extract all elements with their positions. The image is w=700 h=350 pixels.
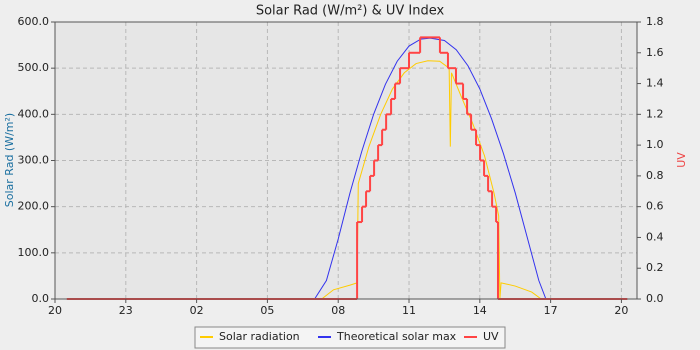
legend <box>194 326 506 349</box>
y-tick-label: 100.0 <box>18 246 50 259</box>
y-tick-label: 500.0 <box>18 61 50 74</box>
y2-tick-label: 0.2 <box>646 261 664 274</box>
y2-tick-label: 0.4 <box>646 230 664 243</box>
legend-label: Solar radiation <box>219 330 300 343</box>
x-tick-label: 02 <box>190 304 204 317</box>
y-tick-label: 600.0 <box>18 15 50 28</box>
legend-label: Theoretical solar max <box>336 330 457 343</box>
x-tick-label: 23 <box>119 304 133 317</box>
y-tick-label: 0.0 <box>32 292 50 305</box>
y2-axis-label: UV <box>675 152 688 168</box>
y2-tick-label: 0.6 <box>646 200 664 213</box>
x-tick-label: 14 <box>473 304 487 317</box>
y2-tick-label: 0.0 <box>646 292 664 305</box>
y2-tick-label: 1.0 <box>646 138 664 151</box>
y-axis-label: Solar Rad (W/m²) <box>3 113 16 207</box>
x-tick-label: 05 <box>260 304 274 317</box>
x-tick-label: 20 <box>48 304 62 317</box>
y2-tick-label: 0.8 <box>646 169 664 182</box>
y-tick-label: 400.0 <box>18 107 50 120</box>
y-tick-label: 200.0 <box>18 200 50 213</box>
y-tick-label: 300.0 <box>18 154 50 167</box>
labels: 20 23 02 05 08 11 14 17 200.0100.0200.0300.0400.… <box>18 15 664 343</box>
x-tick-label: 17 <box>544 304 558 317</box>
x-tick-label: 20 <box>614 304 628 317</box>
y2-tick-label: 1.8 <box>646 15 664 28</box>
x-tick-label: 08 <box>331 304 345 317</box>
legend-label: UV <box>483 330 499 343</box>
y2-tick-label: 1.4 <box>646 77 664 90</box>
y2-tick-label: 1.2 <box>646 107 664 120</box>
x-tick-label: 11 <box>402 304 416 317</box>
y2-tick-label: 1.6 <box>646 46 664 59</box>
chart-title: Solar Rad (W/m²) & UV Index <box>256 4 445 19</box>
